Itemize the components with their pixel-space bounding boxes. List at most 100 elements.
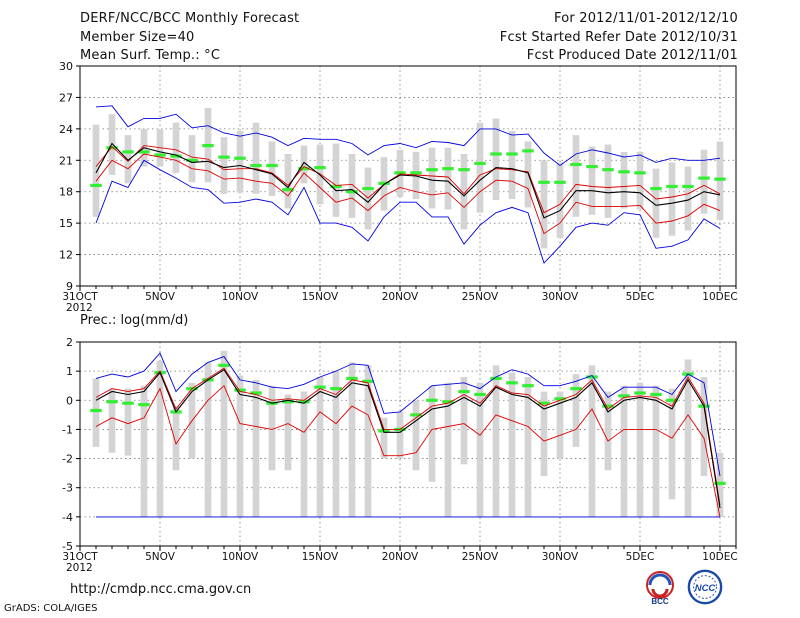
range-bar [172,406,180,471]
range-bar [636,382,644,517]
x-tick-label: 20NOV [382,551,419,563]
y-tick-label: 27 [59,91,73,104]
range-bar [588,365,596,517]
range-bar [508,130,516,200]
range-bar [668,388,676,500]
range-bar [268,385,276,471]
precipitation-panel: -5 -4 -3 -2 -1 0 1 2 31OCT 5NOV 10NOV 15NOV 20NOV 25N… [62,313,738,574]
range-bar [588,146,596,215]
x-tick-label: 10DEC [702,551,737,563]
range-bar [476,122,484,213]
range-bar [124,388,132,456]
x-tick-label: 5DEC [626,551,655,563]
range-bar [332,371,340,517]
range-bar [428,147,436,209]
range-bar [92,378,100,447]
y-tick-label: -2 [62,453,73,466]
range-bar [684,166,692,231]
range-bar [348,154,356,218]
range-bar [492,118,500,201]
range-bar [220,350,228,517]
series-line-max-prec [95,352,721,477]
fcst-started-date: Fcst Started Refer Date 2012/10/31 [499,30,738,45]
range-bar [156,360,164,517]
range-bar [604,391,612,471]
plot-frame [79,65,737,287]
y-tick-label: -3 [62,482,73,495]
y-tick-label: 0 [66,394,73,407]
y-tick-label: 18 [59,186,73,199]
range-bar [476,382,484,517]
y-tick-label: 30 [59,60,73,73]
x-tick-label: 10DEC [702,291,737,303]
range-bar [668,162,676,236]
range-bar [284,394,292,471]
range-bar [604,144,612,218]
range-bar [412,400,420,471]
range-bar [284,154,292,209]
ncc-logo-text: NCC [695,583,716,594]
y-tick-label: 21 [59,154,73,167]
variable-label: Mean Surf. Temp.: °C [80,48,221,63]
precip-panel-title: Prec.: log(mm/d) [80,313,188,328]
range-bar [556,162,564,238]
range-bar [444,147,452,210]
range-bar [540,160,548,249]
series-line-min-temp [95,159,721,264]
range-bar [620,151,628,209]
footer-url[interactable]: http://cmdp.ncc.cma.gov.cn [70,582,252,597]
x-tick-label: 20NOV [382,291,419,303]
bcc-logo-text: BCC [651,597,669,606]
temperature-panel: 9 12 15 18 21 24 27 30 31OCT 5NOV 10NOV 15NOV 20NOV 2… [59,60,738,314]
y-tick-label: 24 [59,123,73,136]
range-bar [652,385,660,517]
range-bar [252,122,260,194]
range-bar [620,385,628,517]
x-tick-label: 30NOV [542,551,579,563]
range-bar [300,145,308,184]
range-bar [252,379,260,517]
y-tick-label: 15 [59,217,73,230]
range-bar [540,391,548,477]
x-tick-label: 15NOV [302,291,339,303]
forecast-title: DERF/NCC/BCC Monthly Forecast [80,11,300,26]
series-line-mean-prec [95,368,721,509]
range-bar [700,149,708,214]
series-line-lower-temp [95,153,721,235]
x-tick-label: 25NOV [462,551,499,563]
range-bar [396,411,404,459]
range-bar [332,143,340,217]
member-size: Member Size=40 [80,30,195,45]
x-tick-label: 5DEC [626,291,655,303]
range-bar [444,382,452,517]
fcst-produced-date: Fcst Produced Date 2012/11/01 [526,48,738,63]
range-bar [204,362,212,517]
range-bar [172,122,180,173]
range-bar [348,362,356,517]
y-tick-label: 1 [66,365,73,378]
x-tick-label: 30NOV [542,291,579,303]
y-tick-label: 9 [66,280,73,293]
x-tick-label: 31OCT [62,291,98,303]
range-bar [492,365,500,517]
range-bar [236,130,244,193]
y-tick-label: 12 [59,249,73,262]
range-bar [572,374,580,447]
plot-frame [79,341,737,547]
series-line-mean-temp [95,142,721,219]
x-tick-label: 31OCT [62,551,98,563]
range-bar [636,151,644,210]
series-line-max-temp [95,105,721,167]
range-bar [220,137,228,194]
grads-credit: GrADS: COLA/IGES [4,603,98,614]
range-bar [428,385,436,482]
range-bar [556,391,564,459]
range-bar [524,376,532,517]
range-bar [460,376,468,465]
range-bar [572,135,580,217]
range-bar [700,376,708,477]
range-bar [268,141,276,196]
y-tick-label: -4 [62,511,73,524]
forecast-period: For 2012/11/01-2012/12/10 [554,11,738,26]
